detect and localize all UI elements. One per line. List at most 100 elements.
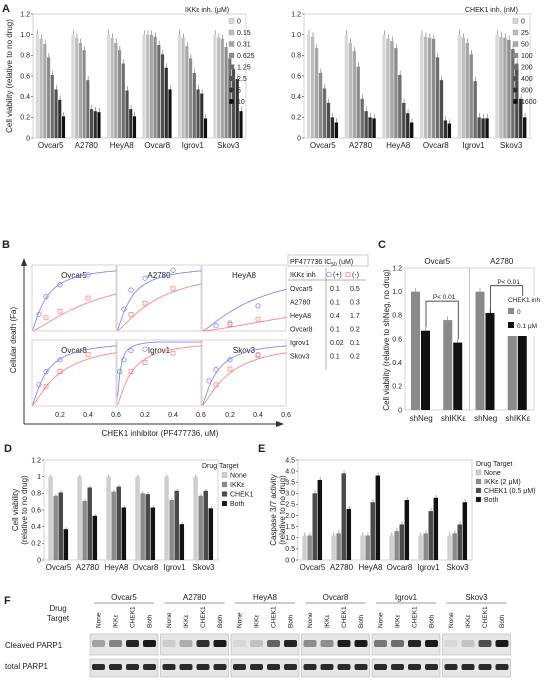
panel-letter-c: C: [378, 239, 386, 251]
y-tick-label: 0.6: [20, 73, 30, 80]
fit-curve: [32, 352, 117, 406]
y-tick-label: 0: [297, 135, 301, 142]
legend-swatch: [228, 41, 235, 47]
lane-label: IKKε: [254, 615, 261, 628]
legend-marker-plus: [326, 271, 332, 278]
bar: [132, 116, 137, 138]
legend-label: 0: [237, 19, 241, 26]
bar: [63, 529, 69, 560]
legend-label: 0.1 μM: [517, 323, 537, 330]
category-label: Ovcar8: [133, 563, 159, 572]
legend-swatch: [508, 322, 514, 328]
table-cell-minus: 0.5: [350, 286, 360, 293]
bar: [220, 38, 224, 138]
table-cell-line: HeyA8: [290, 313, 311, 320]
category-label: shNeg: [474, 414, 497, 423]
legend-swatch: [228, 18, 235, 24]
bar: [39, 38, 43, 138]
row-label-total: total PARP1: [5, 662, 49, 671]
y-tick-label: 0.8: [20, 53, 30, 60]
bar: [58, 492, 63, 560]
table-cell-line: Igrov1: [290, 340, 310, 347]
legend-swatch: [228, 52, 235, 59]
data-point-minus: [170, 286, 176, 292]
lane-label: CHEK1: [130, 606, 137, 628]
bar: [71, 34, 75, 138]
blot-total: [160, 658, 229, 678]
y-tick-label: 0.4: [31, 524, 41, 531]
y-tick-label: 0: [26, 135, 30, 142]
bar: [77, 476, 82, 560]
data-point-minus: [85, 295, 91, 301]
bar: [174, 490, 179, 560]
bar: [503, 37, 507, 139]
data-point-plus: [117, 369, 123, 375]
x-tick-label: 0.4: [253, 412, 263, 419]
y-tick-label: 0.8: [31, 491, 41, 498]
group-label: A2780: [490, 257, 514, 266]
cell-line-label: Ovcar8: [323, 593, 349, 602]
bar: [439, 80, 444, 138]
bar: [310, 36, 315, 138]
bar: [217, 37, 221, 139]
bar: [427, 37, 432, 139]
band-cleaved: [267, 640, 280, 647]
band-total: [162, 664, 176, 670]
table-header-minus: (-): [352, 272, 359, 279]
data-point-plus: [255, 303, 261, 309]
band-cleaved: [143, 640, 156, 647]
bar: [517, 333, 527, 410]
bar: [89, 109, 94, 138]
data-point-minus: [255, 353, 261, 359]
band-cleaved: [179, 640, 193, 647]
category-label: A2780: [349, 141, 373, 150]
band-total: [495, 664, 509, 670]
lane-label: None: [96, 612, 103, 628]
y-tick-label: 1.2: [31, 457, 41, 464]
category-label: shIKKε: [505, 414, 530, 423]
row-label-cleaved: Cleaved PARP1: [5, 641, 63, 650]
data-point-plus: [121, 306, 127, 312]
bar: [86, 80, 90, 138]
bar: [153, 36, 157, 138]
table-header-plus: (+): [333, 272, 342, 279]
fit-curve: [117, 341, 202, 397]
table-cell-plus: 0.4: [330, 313, 340, 320]
data-point-minus: [255, 316, 261, 322]
legend-label: 2.5: [237, 76, 247, 83]
panel-b-synergy-plots: Ovcar5 A2780 HeyA8 Ovcar8 Igrov1 Skov3 0.2 0.4 0…: [9, 254, 369, 438]
bar: [394, 531, 399, 560]
bar: [322, 88, 327, 138]
bar: [461, 37, 465, 139]
bar: [164, 476, 169, 560]
panel-letter-a: A: [2, 3, 10, 15]
panel-letter-b: B: [2, 239, 10, 251]
legend-label: 5: [237, 88, 241, 95]
band-total: [408, 664, 421, 670]
bar: [203, 118, 208, 138]
y-arrow-head: [21, 258, 27, 266]
bar: [75, 37, 79, 139]
bar: [177, 34, 181, 138]
bar: [106, 34, 110, 138]
bar: [203, 490, 208, 560]
data-point-plus: [170, 267, 176, 273]
data-point-plus: [121, 357, 127, 363]
legend-label: CHEK1 (0.5 μM): [484, 488, 536, 495]
bar: [43, 43, 47, 138]
legend-swatch: [512, 87, 519, 93]
fit-curve: [117, 345, 202, 405]
blot-cleaved: [442, 633, 511, 656]
band-cleaved: [233, 640, 246, 647]
band-total: [391, 664, 404, 670]
x-tick-label: 0.6: [196, 412, 206, 419]
data-point-minus: [227, 322, 233, 327]
bar: [356, 66, 360, 138]
bar: [344, 34, 349, 138]
bar: [435, 57, 440, 138]
data-point-plus: [43, 369, 49, 375]
band-total: [92, 664, 105, 670]
y-axis-label: (relative to no drug): [278, 475, 287, 545]
bar: [365, 535, 370, 560]
